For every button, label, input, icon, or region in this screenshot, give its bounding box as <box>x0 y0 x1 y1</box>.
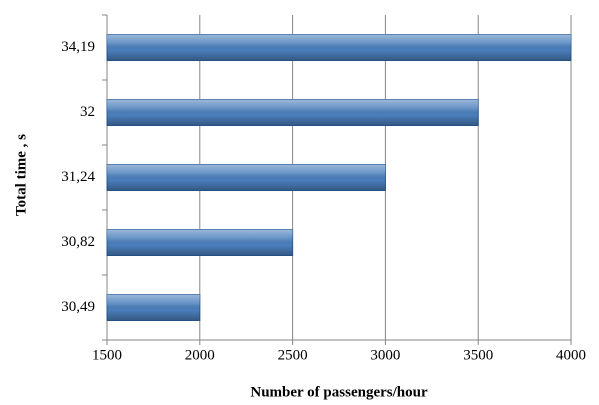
bar-shine <box>107 229 293 256</box>
x-tick-label: 4000 <box>556 347 586 363</box>
y-tick-label: 34,19 <box>61 39 95 55</box>
bar-shine <box>107 164 386 191</box>
bar-shine <box>107 34 571 61</box>
x-tick-label: 3500 <box>463 347 493 363</box>
bar-shine <box>107 99 479 126</box>
y-tick-label: 31,24 <box>61 169 95 185</box>
x-axis-title: Number of passengers/hour <box>250 384 428 400</box>
y-tick-label: 32 <box>80 104 95 120</box>
y-axis-title: Total time , s <box>13 134 29 216</box>
x-tick-label: 2000 <box>185 347 215 363</box>
y-tick-label: 30,49 <box>61 299 95 315</box>
x-tick-label: 3000 <box>370 347 400 363</box>
x-tick-label: 1500 <box>92 347 122 363</box>
x-tick-label: 2500 <box>278 347 308 363</box>
y-tick-label: 30,82 <box>61 234 95 250</box>
bar-shine <box>107 294 200 321</box>
